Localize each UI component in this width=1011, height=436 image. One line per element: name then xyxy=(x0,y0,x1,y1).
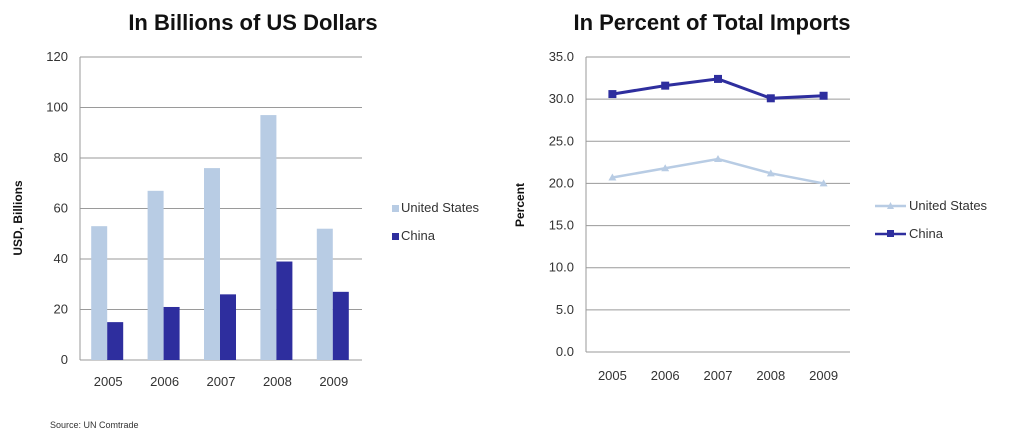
bar-chart-x-tick-label: 2007 xyxy=(207,374,236,389)
line-legend-marker xyxy=(887,230,894,237)
bar-legend-swatch xyxy=(392,205,399,212)
line-legend-label: China xyxy=(909,226,944,241)
point-united-states-2006 xyxy=(661,164,670,172)
line-legend-marker xyxy=(887,202,894,209)
bar-chart-y-tick-label: 100 xyxy=(46,100,68,115)
line-chart-legend: United States China xyxy=(875,198,988,241)
bar-united-states-2005 xyxy=(91,226,108,360)
line-chart-y-axis-label: Percent xyxy=(513,183,527,227)
point-united-states-2008 xyxy=(766,169,775,177)
bar-chart-x-tick-label: 2008 xyxy=(263,374,292,389)
bar-chart-y-tick-label: 20 xyxy=(54,302,68,317)
line-chart-x-tick-label: 2005 xyxy=(598,368,627,383)
bar-united-states-2009 xyxy=(316,228,333,360)
bar-chart-x-tick-label: 2006 xyxy=(150,374,179,389)
bar-chart-y-axis-label: USD, Billions xyxy=(11,180,25,256)
bar-chart-y-tick-label: 0 xyxy=(61,352,68,367)
point-china-2008 xyxy=(766,94,775,103)
line-chart-x-tick-label: 2008 xyxy=(756,368,785,383)
line-chart-y-tick-label: 30.0 xyxy=(549,91,574,106)
line-chart-y-tick-label: 5.0 xyxy=(556,302,574,317)
bar-chart-legend: United States China xyxy=(392,200,480,243)
line-chart-y-tick-label: 0.0 xyxy=(556,344,574,359)
bar-china-2007 xyxy=(220,294,236,360)
bar-chart-title: In Billions of US Dollars xyxy=(128,10,377,35)
line-chart-x-tick-label: 2007 xyxy=(704,368,733,383)
point-united-states-2005 xyxy=(608,173,617,181)
bar-china-2005 xyxy=(107,322,124,360)
bar-chart: In Billions of US Dollars USD, Billions … xyxy=(11,10,480,389)
line-chart: In Percent of Total Imports Percent 0.0 5… xyxy=(513,10,988,383)
line-chart-y-tick-label: 20.0 xyxy=(549,175,574,190)
source-note: Source: UN Comtrade xyxy=(50,420,139,430)
line-chart-title: In Percent of Total Imports xyxy=(573,10,850,35)
line-chart-y-tick-label: 35.0 xyxy=(549,49,574,64)
point-china-2007 xyxy=(714,74,722,83)
bar-chart-y-tick-label: 80 xyxy=(54,150,68,165)
point-united-states-2007 xyxy=(714,154,722,162)
bar-china-2006 xyxy=(163,306,180,360)
line-legend-label: United States xyxy=(909,198,988,213)
line-chart-x-tick-label: 2006 xyxy=(651,368,680,383)
bar-legend-swatch xyxy=(392,233,399,240)
bar-chart-y-tick-label: 120 xyxy=(46,49,68,64)
bar-chart-y-tick-label: 60 xyxy=(54,201,68,216)
bar-legend-label: United States xyxy=(401,200,480,215)
bar-chart-y-tick-label: 40 xyxy=(54,251,68,266)
bar-chart-x-tick-label: 2005 xyxy=(94,374,123,389)
line-series-united-states xyxy=(612,157,824,185)
bar-united-states-2006 xyxy=(147,190,164,360)
bar-united-states-2007 xyxy=(204,168,220,360)
bar-legend-label: China xyxy=(401,228,436,243)
point-china-2009 xyxy=(819,91,828,100)
point-china-2005 xyxy=(608,90,617,99)
line-chart-y-tick-label: 10.0 xyxy=(549,260,574,275)
line-chart-y-tick-label: 25.0 xyxy=(549,133,574,148)
bar-china-2008 xyxy=(276,261,293,360)
bar-china-2009 xyxy=(332,291,349,360)
point-china-2006 xyxy=(661,81,670,90)
bar-united-states-2008 xyxy=(260,115,277,360)
line-chart-x-tick-label: 2009 xyxy=(809,368,838,383)
line-chart-y-tick-label: 15.0 xyxy=(549,218,574,233)
point-united-states-2009 xyxy=(819,179,828,187)
bar-chart-x-tick-label: 2009 xyxy=(319,374,348,389)
